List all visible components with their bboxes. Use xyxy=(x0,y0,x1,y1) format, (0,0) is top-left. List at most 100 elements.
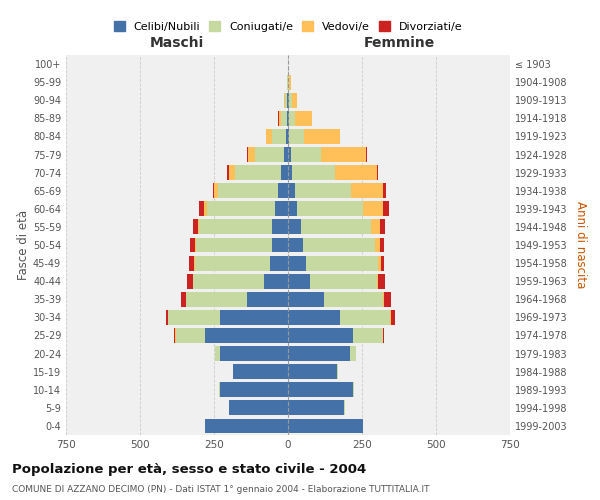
Bar xyxy=(306,256,378,270)
Bar xyxy=(215,346,220,361)
Bar xyxy=(377,165,378,180)
Bar xyxy=(380,238,384,252)
Bar xyxy=(285,93,287,108)
Legend: Celibi/Nubili, Coniugati/e, Vedovi/e, Divorziati/e: Celibi/Nubili, Coniugati/e, Vedovi/e, Di… xyxy=(109,17,467,36)
Bar xyxy=(284,147,288,162)
Bar xyxy=(195,256,270,270)
Bar xyxy=(288,238,303,252)
Bar xyxy=(289,111,295,126)
Bar xyxy=(227,165,229,180)
Bar xyxy=(193,274,265,288)
Bar xyxy=(212,184,214,198)
Bar xyxy=(187,274,193,288)
Bar xyxy=(247,292,288,306)
Text: Popolazione per età, sesso e stato civile - 2004: Popolazione per età, sesso e stato civil… xyxy=(12,462,366,475)
Bar xyxy=(166,310,168,325)
Bar xyxy=(288,220,301,234)
Bar xyxy=(199,220,272,234)
Y-axis label: Anni di nascita: Anni di nascita xyxy=(574,202,587,288)
Bar xyxy=(350,346,356,361)
Bar xyxy=(278,111,281,126)
Bar xyxy=(288,111,289,126)
Bar xyxy=(289,74,290,90)
Text: Maschi: Maschi xyxy=(150,36,204,50)
Bar xyxy=(380,256,384,270)
Bar xyxy=(288,147,291,162)
Bar xyxy=(220,346,288,361)
Bar xyxy=(301,220,371,234)
Bar xyxy=(229,165,235,180)
Bar xyxy=(181,292,185,306)
Bar xyxy=(288,74,289,90)
Bar xyxy=(295,111,311,126)
Bar xyxy=(377,274,378,288)
Bar xyxy=(391,310,395,325)
Bar xyxy=(196,238,272,252)
Bar xyxy=(248,147,256,162)
Bar xyxy=(362,202,383,216)
Bar xyxy=(281,165,288,180)
Bar xyxy=(378,256,380,270)
Bar xyxy=(270,256,288,270)
Bar xyxy=(288,382,353,397)
Bar xyxy=(168,310,220,325)
Bar xyxy=(288,202,298,216)
Text: COMUNE DI AZZANO DECIMO (PN) - Dati ISTAT 1° gennaio 2004 - Elaborazione TUTTITA: COMUNE DI AZZANO DECIMO (PN) - Dati ISTA… xyxy=(12,485,430,494)
Bar xyxy=(376,238,380,252)
Bar xyxy=(233,364,288,379)
Bar xyxy=(194,256,195,270)
Bar xyxy=(220,310,288,325)
Bar xyxy=(198,220,199,234)
Bar xyxy=(272,238,288,252)
Bar xyxy=(292,165,335,180)
Bar xyxy=(298,202,362,216)
Bar xyxy=(351,184,383,198)
Bar xyxy=(235,165,281,180)
Bar xyxy=(337,364,338,379)
Bar xyxy=(176,328,205,343)
Bar xyxy=(272,129,286,144)
Bar xyxy=(288,274,310,288)
Bar xyxy=(383,184,386,198)
Bar xyxy=(289,93,292,108)
Bar xyxy=(383,292,391,306)
Bar xyxy=(288,129,289,144)
Bar xyxy=(383,328,384,343)
Bar xyxy=(320,147,367,162)
Bar xyxy=(288,292,323,306)
Bar xyxy=(220,382,288,397)
Bar xyxy=(288,310,340,325)
Bar xyxy=(278,184,288,198)
Bar xyxy=(310,274,377,288)
Bar xyxy=(288,400,344,415)
Bar xyxy=(281,111,287,126)
Bar xyxy=(256,147,284,162)
Bar xyxy=(288,418,364,434)
Bar xyxy=(205,328,288,343)
Bar xyxy=(195,238,196,252)
Bar xyxy=(291,147,320,162)
Bar xyxy=(287,111,288,126)
Bar xyxy=(303,238,376,252)
Y-axis label: Fasce di età: Fasce di età xyxy=(17,210,30,280)
Text: Femmine: Femmine xyxy=(364,36,434,50)
Bar xyxy=(199,202,203,216)
Bar xyxy=(340,310,390,325)
Bar xyxy=(206,202,275,216)
Bar xyxy=(295,184,351,198)
Bar xyxy=(288,184,295,198)
Bar xyxy=(383,202,389,216)
Bar xyxy=(205,418,288,434)
Bar xyxy=(323,292,383,306)
Bar xyxy=(265,274,288,288)
Bar xyxy=(371,220,380,234)
Bar xyxy=(289,129,304,144)
Bar xyxy=(193,220,198,234)
Bar xyxy=(284,93,285,108)
Bar xyxy=(288,256,306,270)
Bar xyxy=(353,382,354,397)
Bar xyxy=(266,129,272,144)
Bar xyxy=(380,220,385,234)
Bar xyxy=(190,256,194,270)
Bar xyxy=(229,400,288,415)
